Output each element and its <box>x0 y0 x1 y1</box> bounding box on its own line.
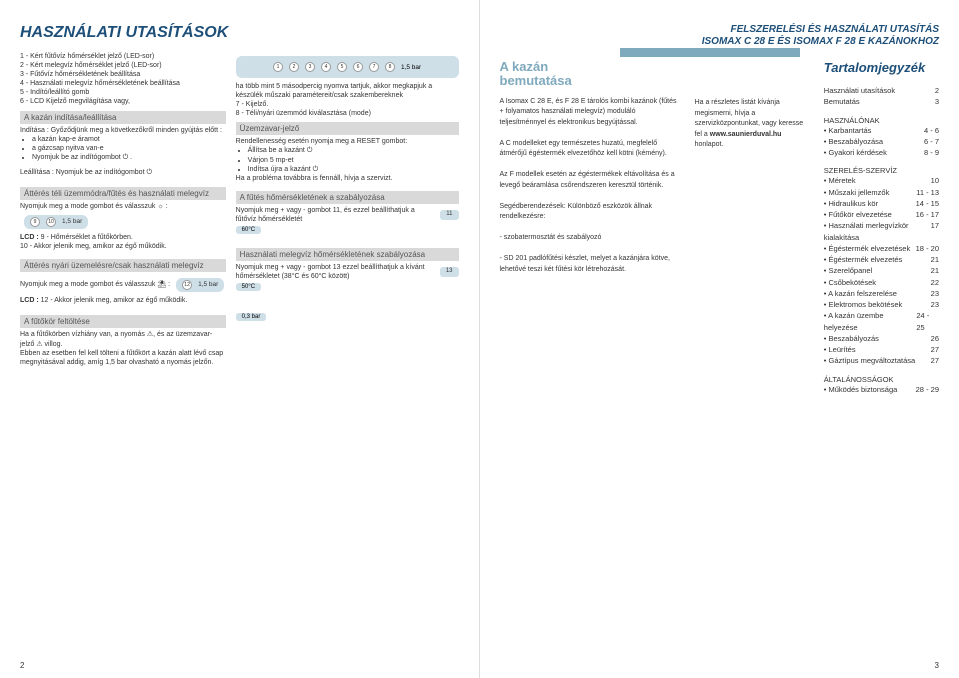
att1-panel-bar: 1,5 bar <box>62 218 82 226</box>
hmv-badge-13: 13 <box>440 267 459 277</box>
box-start-body1: Indítása : Győződjünk meg a következőkrő… <box>20 126 226 135</box>
fut-badge: 0,3 bar <box>236 313 267 321</box>
start-bullet-2: a gázcsap nyitva van-e <box>32 144 226 153</box>
toc-row: • Csőbekötések22 <box>824 277 939 288</box>
legend-1: 1 - Kért fűtővíz hőmérséklet jelző (LED-… <box>20 52 226 61</box>
intro-p5: - szobatermosztát és szabályozó <box>500 233 681 244</box>
toc-row: • Hidraulikus kör14 - 15 <box>824 198 939 209</box>
legend-5: 5 - Indító/leállító gomb <box>20 88 226 97</box>
panel-bar: 1,5 bar <box>401 64 421 71</box>
toc-row: • Beszabályozása6 - 7 <box>824 136 939 147</box>
start-bullet-3: Nyomjuk be az indítógombot ⏻ . <box>32 153 226 162</box>
main-title: HASZNÁLATI UTASÍTÁSOK <box>20 24 459 42</box>
att2-12: 12 - Akkor jelenik meg, amikor az égő mű… <box>41 297 188 304</box>
uzem-b1: Állítsa be a kazánt ⏻ <box>248 146 459 155</box>
right-header-1: FELSZERELÉSI ÉS HASZNÁLATI UTASÍTÁS <box>500 24 940 36</box>
legend-note: ha több mint 5 másodpercig nyomva tartju… <box>236 82 459 100</box>
toc-row: • Méretek10 <box>824 175 939 186</box>
toc-row: • Leürítés27 <box>824 344 939 355</box>
att1-9: 9 - Hőmérséklet a fűtőkörben. <box>41 234 133 241</box>
contact-3: honlapot. <box>695 141 724 148</box>
uzem-b3: Indítsa újra a kazánt ⏻ <box>248 165 459 174</box>
right-header-2: ISOMAX C 28 E ÉS ISOMAX F 28 E KAZÁNOKHO… <box>500 36 940 48</box>
accent-band <box>620 48 800 57</box>
control-panel-diagram: 12 345 678 1,5 bar <box>236 56 459 78</box>
hmv-badge-temp: 50°C <box>236 283 261 291</box>
toc-row: • A kazán üzembe helyezése24 - 25 <box>824 310 939 333</box>
att1-lcd-label: LCD : <box>20 234 39 241</box>
box-att1-title: Áttérés téli üzemmódra/fűtés és használa… <box>20 187 226 200</box>
att2-panel-bar: 1,5 bar <box>198 281 218 289</box>
dot-12: 12 <box>182 280 192 290</box>
legend-8: 8 - Téli/nyári üzemmód kiválasztása (mod… <box>236 110 371 117</box>
futes-badge-11: 11 <box>440 210 458 220</box>
toc-row: • Fűtőkör elvezetése16 - 17 <box>824 209 939 220</box>
att1-bullet: Nyomjuk meg a mode gombot és válasszuk ☼… <box>20 202 226 233</box>
page-right: FELSZERELÉSI ÉS HASZNÁLATI UTASÍTÁS ISOM… <box>480 0 959 678</box>
page-number-left: 2 <box>20 661 24 670</box>
futes-body: Nyomjuk meg + vagy - gombot 11, és ezzel… <box>236 206 435 224</box>
legend-4: 4 - Használati melegvíz hőmérsékletének … <box>20 79 226 88</box>
toc-row: • Használati merlegvízkör kialakítása17 <box>824 220 939 243</box>
toc-row: • Karbantartás4 - 6 <box>824 125 939 136</box>
intro-p4: Segédberendezések: Különböző eszközök ál… <box>500 202 681 223</box>
toc-row: • Gáztípus megváltoztatása27 <box>824 355 939 366</box>
contact-url: www.saunierduval.hu <box>710 131 782 138</box>
box-fut-title: A fűtőkör feltöltése <box>20 315 226 328</box>
toc-row: • Műszaki jellemzők11 - 13 <box>824 187 939 198</box>
intro-p1: A Isomax C 28 E, és F 28 E tárolós kombi… <box>500 97 681 129</box>
toc-head-1: HASZNÁLÓNAK <box>824 116 939 125</box>
intro-p3: Az F modellek esetén az égéstermékek elt… <box>500 170 681 191</box>
uzem-foot: Ha a probléma továbbra is fennáll, hívja… <box>236 174 459 183</box>
hmv-body: Nyomjuk meg + vagy - gombot 13 ezzel beá… <box>236 263 434 281</box>
box-futes-title: A fűtés hőmérsékletének a szabályozása <box>236 191 459 204</box>
legend-3: 3 - Fűtővíz hőmérsékletének beállítása <box>20 70 226 79</box>
box-uzem-title: Üzemzavar-jelző <box>236 122 459 135</box>
start-bullet-1: a kazán kap-e áramot <box>32 135 226 144</box>
intro-p2: A C modelleket egy természetes huzatú, m… <box>500 139 681 160</box>
toc-row: • Szerelőpanel21 <box>824 265 939 276</box>
legend-2: 2 - Kért melegvíz hőmérséklet jelző (LED… <box>20 61 226 70</box>
dot-10: 10 <box>46 217 56 227</box>
toc-row: • Elektromos bekötések23 <box>824 299 939 310</box>
fut-body2: Ebben az esetben fel kell tölteni a fűtő… <box>20 349 226 367</box>
toc: Tartalomjegyzék Használati utasítások2Be… <box>824 60 939 395</box>
uzem-b2: Várjon 5 mp-et <box>248 156 459 165</box>
att2-bullet: Nyomjuk meg a mode gombot és válasszuk ⛱… <box>20 274 226 296</box>
toc-head-2: SZERELÉS-SZERVÍZ <box>824 166 939 175</box>
page-number-right: 3 <box>935 661 939 670</box>
toc-title: Tartalomjegyzék <box>824 60 939 75</box>
toc-row: Használati utasítások2 <box>824 85 939 96</box>
toc-row: • Beszabályozás26 <box>824 333 939 344</box>
page-left: HASZNÁLATI UTASÍTÁSOK 1 - Kért fűtővíz h… <box>0 0 480 678</box>
section-title: A kazán bemutatása <box>500 60 681 89</box>
dot-9: 9 <box>30 217 40 227</box>
toc-row: • Működés biztonsága28 - 29 <box>824 384 939 395</box>
legend-6: 6 - LCD Kijelző megvilágítása vagy, <box>20 97 226 106</box>
stop-body: Leállítása : Nyomjuk be az indítógombot … <box>20 168 226 177</box>
fut-body1: Ha a fűtőkörben vízhiány van, a nyomás ⚠… <box>20 330 226 348</box>
att2-lcd-label: LCD : <box>20 297 39 304</box>
legend-block: 1 - Kért fűtővíz hőmérséklet jelző (LED-… <box>20 52 226 107</box>
att1-10: 10 - Akkor jelenik meg, amikor az égő mű… <box>20 243 167 250</box>
toc-head-3: ÁLTALÁNOSSÁGOK <box>824 375 939 384</box>
box-start-title: A kazán indítása/leállítása <box>20 111 226 124</box>
toc-row: Bemutatás3 <box>824 96 939 107</box>
toc-row: • Gyakori kérdések8 - 9 <box>824 147 939 158</box>
box-att2-title: Áttérés nyári üzemelésre/csak használati… <box>20 259 226 272</box>
toc-row: • A kazán felszerelése23 <box>824 288 939 299</box>
legend-7: 7 - Kijelző. <box>236 101 269 108</box>
intro-p6: - SD 201 padlófűtési készlet, melyet a k… <box>500 254 681 275</box>
futes-badge-temp: 60°C <box>236 226 261 234</box>
toc-row: • Égéstermék elvezetés21 <box>824 254 939 265</box>
uzem-body: Rendellenesség esetén nyomja meg a RESET… <box>236 137 459 146</box>
toc-row: • Égéstermék elvezetések18 - 20 <box>824 243 939 254</box>
box-hmv-title: Használati melegvíz hőmérsékletének szab… <box>236 248 459 261</box>
page-spread: HASZNÁLATI UTASÍTÁSOK 1 - Kért fűtővíz h… <box>0 0 959 678</box>
